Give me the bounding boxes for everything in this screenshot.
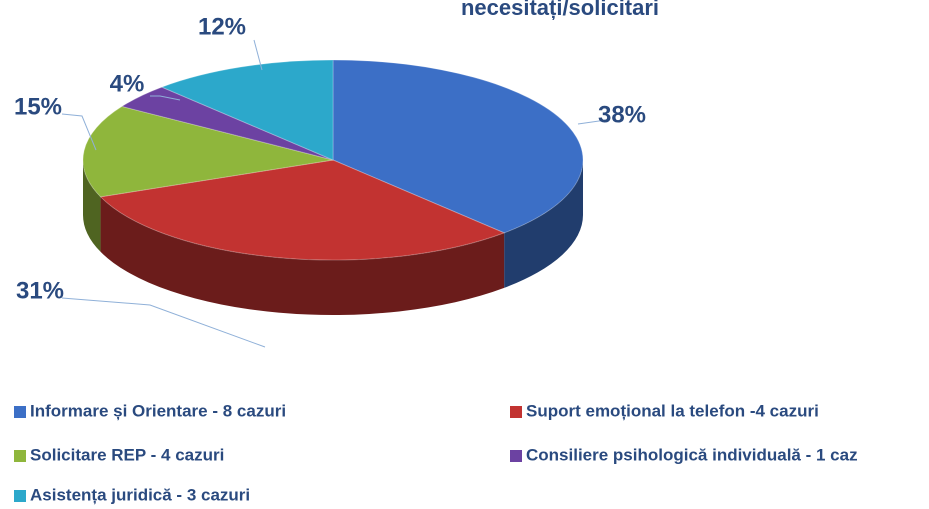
legend-label: Asistența juridică - 3 cazuri: [30, 485, 250, 504]
legend-label: Suport emoțional la telefon -4 cazuri: [526, 401, 819, 420]
data-label: 15%: [14, 93, 62, 120]
legend-swatch: [14, 450, 26, 462]
legend-label: Informare și Orientare - 8 cazuri: [30, 401, 286, 420]
legend-label: Solicitare REP - 4 cazuri: [30, 445, 224, 464]
leader-line: [61, 113, 97, 151]
data-label: 4%: [110, 70, 145, 97]
slice: [332, 59, 584, 234]
legend-swatch: [510, 406, 522, 418]
leader-line: [150, 95, 181, 101]
slice-side: [100, 196, 505, 315]
data-label: 31%: [16, 277, 64, 304]
leader-line: [61, 297, 266, 348]
leader-line: [577, 119, 607, 125]
legend-swatch: [14, 406, 26, 418]
data-label: 38%: [598, 101, 646, 128]
leader-line: [253, 39, 263, 71]
slice: [120, 86, 334, 161]
legend-swatch: [14, 490, 26, 502]
chart-title: necesitați/solicitari: [461, 0, 659, 20]
data-label: 12%: [198, 13, 246, 40]
legend-swatch: [510, 450, 522, 462]
slice: [82, 105, 334, 198]
slice: [160, 59, 334, 161]
legend-label: Consiliere psihologică individuală - 1 c…: [526, 445, 858, 464]
slice-side: [83, 160, 101, 252]
slice-side: [504, 160, 583, 288]
slice: [99, 159, 506, 261]
